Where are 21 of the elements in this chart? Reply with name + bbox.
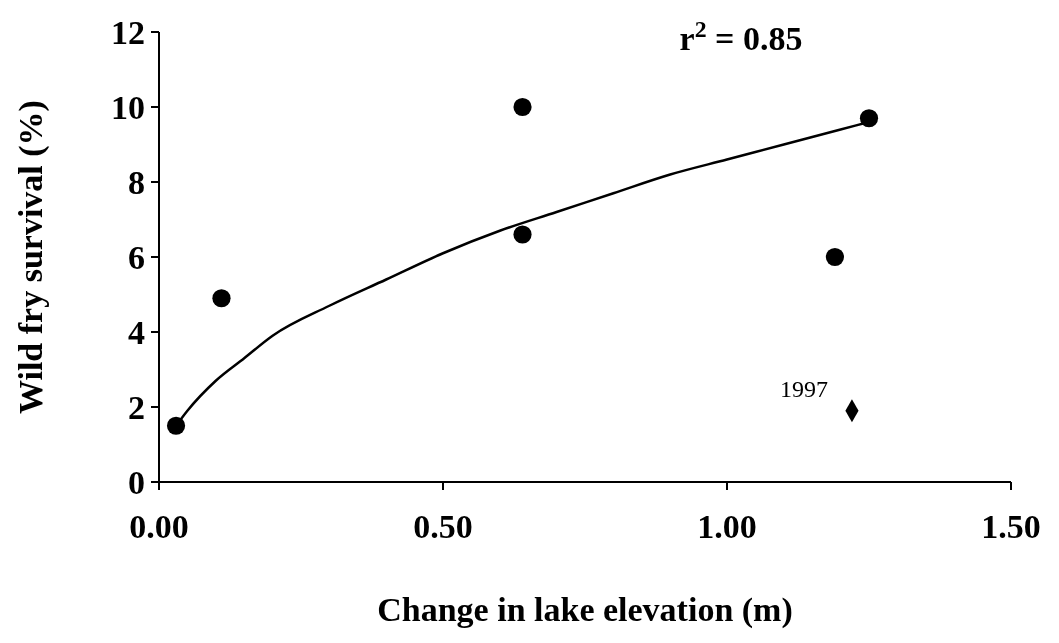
y-tick-label: 12 (111, 13, 145, 51)
point (825, 247, 845, 267)
annotation: 1997 (779, 375, 828, 402)
point (212, 289, 231, 308)
x-tick-label: 1.50 (981, 508, 1041, 545)
y-tick-label: 10 (111, 88, 145, 126)
x-tick-label: 1.00 (697, 508, 757, 545)
x-tick-label: 0.00 (129, 508, 189, 545)
x-axis-title: Change in lake elevation (m) (377, 591, 793, 629)
y-axis-title: Wild fry survival (%) (12, 100, 50, 414)
annotation: r$^{2}$ = 0.85 (679, 16, 803, 57)
y-tick-label: 6 (128, 238, 145, 276)
x-tick-label: 0.50 (413, 508, 473, 545)
point (166, 416, 186, 435)
y-tick-label: 0 (128, 463, 145, 501)
point (513, 97, 532, 117)
point (513, 225, 532, 244)
y-tick-label: 8 (128, 163, 145, 201)
y-tick-label: 2 (128, 388, 145, 426)
y-tick-label: 4 (128, 313, 145, 351)
point (859, 109, 879, 128)
